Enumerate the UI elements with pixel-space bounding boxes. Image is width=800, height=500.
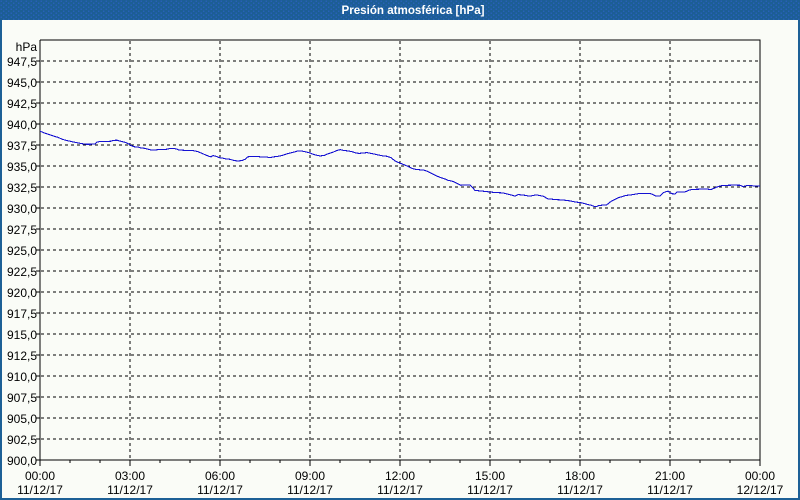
svg-text:922,5: 922,5 [7, 265, 37, 279]
svg-text:905,0: 905,0 [7, 412, 37, 426]
svg-text:12:00: 12:00 [385, 469, 415, 483]
svg-text:06:00: 06:00 [205, 469, 235, 483]
svg-text:11/12/17: 11/12/17 [107, 483, 153, 497]
svg-text:11/12/17: 11/12/17 [287, 483, 333, 497]
svg-text:925,0: 925,0 [7, 244, 37, 258]
svg-text:935,0: 935,0 [7, 160, 37, 174]
svg-text:917,5: 917,5 [7, 307, 37, 321]
svg-text:927,5: 927,5 [7, 223, 37, 237]
svg-text:11/12/17: 11/12/17 [197, 483, 243, 497]
svg-text:11/12/17: 11/12/17 [647, 483, 693, 497]
svg-text:18:00: 18:00 [565, 469, 595, 483]
svg-text:915,0: 915,0 [7, 328, 37, 342]
svg-text:12/12/17: 12/12/17 [737, 483, 784, 497]
svg-text:937,5: 937,5 [7, 139, 37, 153]
svg-text:920,0: 920,0 [7, 286, 37, 300]
svg-text:942,5: 942,5 [7, 97, 37, 111]
svg-text:932,5: 932,5 [7, 181, 37, 195]
svg-text:902,5: 902,5 [7, 433, 37, 447]
svg-text:03:00: 03:00 [115, 469, 145, 483]
svg-text:11/12/17: 11/12/17 [467, 483, 513, 497]
svg-text:11/12/17: 11/12/17 [17, 483, 63, 497]
svg-text:910,0: 910,0 [7, 370, 37, 384]
svg-text:900,0: 900,0 [7, 454, 37, 468]
svg-text:912,5: 912,5 [7, 349, 37, 363]
svg-text:00:00: 00:00 [25, 469, 55, 483]
svg-text:940,0: 940,0 [7, 118, 37, 132]
svg-text:945,0: 945,0 [7, 76, 37, 90]
svg-text:11/12/17: 11/12/17 [377, 483, 423, 497]
svg-text:930,0: 930,0 [7, 202, 37, 216]
svg-text:947,5: 947,5 [7, 55, 37, 69]
svg-text:11/12/17: 11/12/17 [557, 483, 603, 497]
svg-text:00:00: 00:00 [745, 469, 775, 483]
svg-text:21:00: 21:00 [655, 469, 685, 483]
svg-text:09:00: 09:00 [295, 469, 325, 483]
svg-text:907,5: 907,5 [7, 391, 37, 405]
svg-text:15:00: 15:00 [475, 469, 505, 483]
svg-text:hPa: hPa [16, 40, 38, 54]
